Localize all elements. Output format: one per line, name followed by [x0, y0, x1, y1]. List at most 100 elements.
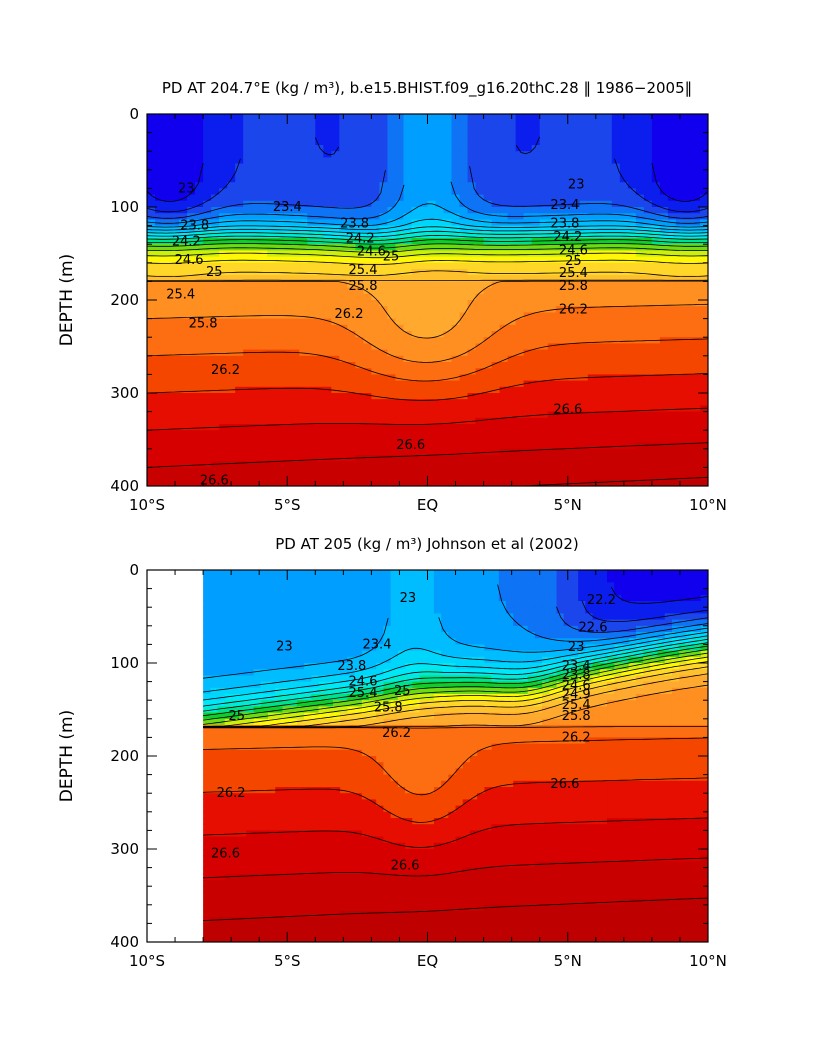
field-cell: [603, 138, 613, 146]
field-cell: [283, 281, 292, 289]
field-cell: [539, 362, 549, 369]
field-cell: [539, 238, 549, 245]
field-cell: [611, 374, 621, 382]
field-cell: [483, 479, 493, 486]
field-cell: [579, 293, 589, 301]
field-cell: [547, 287, 557, 295]
field-cell: [283, 430, 292, 437]
field-cell: [467, 386, 477, 394]
field-cell: [595, 163, 605, 171]
field-cell: [435, 238, 445, 245]
field-cell: [643, 448, 653, 456]
field-cell: [571, 169, 581, 177]
field-cell: [667, 293, 677, 301]
field-cell: [571, 479, 581, 486]
field-cell: [179, 120, 188, 127]
field-cell: [587, 343, 597, 351]
field-cell: [531, 182, 541, 189]
field-cell: [587, 349, 597, 357]
field-cell: [451, 176, 461, 183]
field-cell: [227, 417, 236, 425]
field-cell: [691, 238, 701, 245]
field-cell: [267, 380, 276, 388]
field-cell: [210, 799, 219, 807]
field-cell: [475, 138, 485, 146]
field-cell: [627, 281, 637, 289]
field-cell: [219, 207, 228, 214]
field-cell: [355, 281, 364, 289]
field-cell: [217, 935, 226, 942]
field-cell: [675, 225, 685, 233]
field-cell: [259, 405, 268, 413]
field-cell: [243, 436, 252, 444]
field-cell: [667, 132, 677, 140]
field-cell: [211, 318, 220, 326]
field-cell: [355, 176, 364, 183]
field-cell: [435, 417, 445, 425]
field-cell: [411, 120, 421, 127]
field-cell: [651, 306, 661, 313]
field-cell: [275, 238, 284, 245]
field-cell: [667, 331, 677, 338]
field-cell: [451, 238, 461, 245]
field-cell: [667, 188, 677, 196]
field-cell: [275, 436, 284, 444]
field-cell: [217, 768, 226, 776]
field-cell: [299, 405, 308, 413]
field-cell: [163, 262, 172, 270]
field-cell: [171, 182, 180, 189]
field-cell: [523, 411, 533, 419]
field-cell: [435, 114, 445, 121]
field-cell: [523, 442, 533, 450]
field-cell: [691, 306, 701, 313]
field-cell: [563, 374, 573, 382]
field-cell: [260, 768, 269, 776]
field-cell: [331, 368, 340, 375]
field-cell: [539, 312, 549, 320]
field-cell: [195, 312, 204, 320]
field-cell: [619, 281, 629, 289]
field-cell: [147, 331, 156, 338]
field-cell: [603, 151, 613, 158]
field-cell: [395, 343, 405, 351]
field-cell: [299, 300, 308, 307]
field-cell: [619, 405, 629, 413]
field-cell: [163, 275, 172, 282]
field-cell: [155, 225, 164, 233]
field-cell: [307, 386, 316, 394]
field-cell: [699, 473, 708, 481]
field-cell: [579, 337, 589, 344]
field-cell: [224, 935, 233, 942]
field-cell: [603, 362, 613, 369]
field-cell: [371, 337, 381, 344]
field-cell: [699, 275, 708, 282]
field-cell: [451, 368, 461, 375]
field-cell: [267, 331, 276, 338]
field-cell: [555, 194, 565, 202]
field-cell: [523, 368, 533, 375]
field-cell: [275, 368, 284, 375]
field-cell: [219, 318, 228, 326]
field-cell: [499, 312, 509, 320]
field-cell: [651, 362, 661, 369]
field-cell: [355, 386, 364, 394]
field-cell: [147, 461, 156, 468]
field-cell: [163, 306, 172, 313]
field-cell: [443, 393, 453, 400]
field-cell: [579, 231, 589, 239]
field-cell: [163, 324, 172, 332]
field-cell: [355, 393, 364, 400]
field-cell: [239, 805, 247, 813]
field-cell: [643, 145, 653, 152]
field-cell: [387, 194, 397, 202]
field-cell: [211, 163, 220, 171]
field-cell: [515, 176, 525, 183]
field-cell: [499, 380, 509, 388]
field-cell: [659, 430, 669, 437]
field-cell: [339, 207, 348, 214]
field-cell: [499, 262, 509, 270]
panel1-contour-lines: [147, 136, 708, 486]
field-cell: [627, 380, 637, 388]
field-cell: [619, 318, 629, 326]
field-cell: [243, 461, 252, 468]
